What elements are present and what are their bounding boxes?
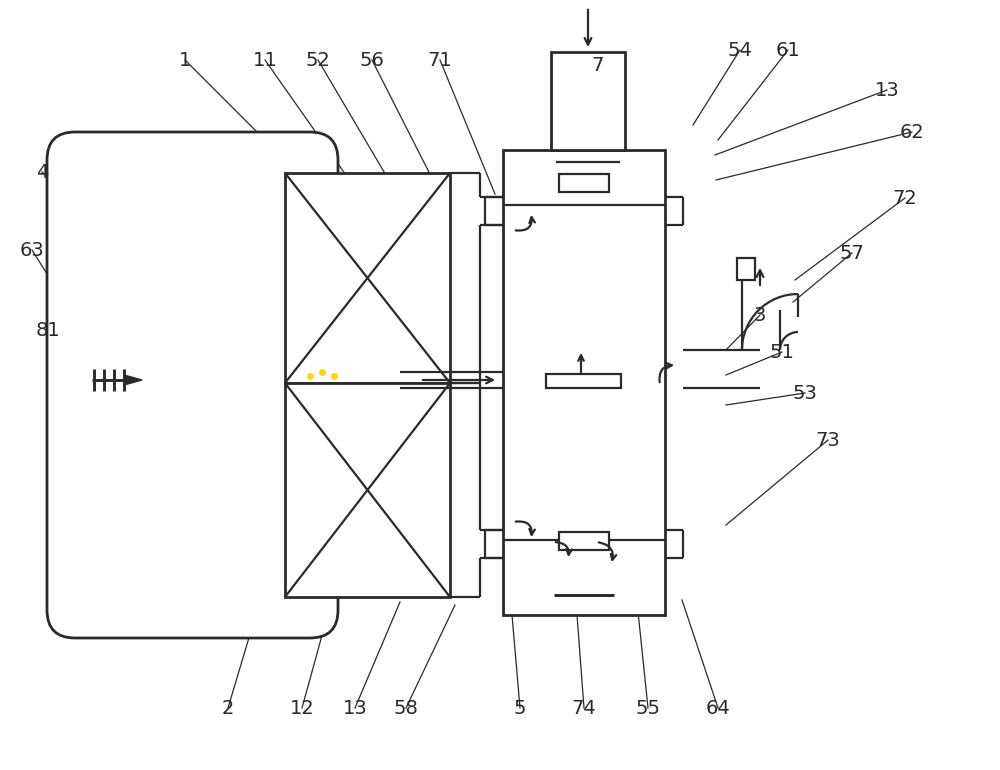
Text: 81: 81 [36,320,60,340]
Text: 2: 2 [222,698,234,718]
Text: 12: 12 [290,698,314,718]
Text: 52: 52 [306,51,330,69]
Text: 63: 63 [20,240,44,259]
Text: 72: 72 [893,189,917,207]
Text: 13: 13 [875,81,899,99]
Bar [551,52,625,150]
Text: 73: 73 [816,430,840,450]
Text: 4: 4 [36,162,48,182]
Bar [559,174,609,192]
Bar [285,383,450,597]
Text: 57: 57 [840,243,864,263]
Text: 71: 71 [428,51,452,69]
Text: 53: 53 [793,383,817,403]
Text: 11: 11 [253,51,277,69]
Bar [503,150,665,615]
Bar [546,374,621,388]
Bar [285,173,450,383]
Text: 5: 5 [514,698,526,718]
Text: 64: 64 [706,698,730,718]
Text: 56: 56 [360,51,384,69]
Text: 7: 7 [592,55,604,75]
Text: 54: 54 [728,41,752,59]
Text: 55: 55 [636,698,660,718]
Text: 3: 3 [754,306,766,324]
FancyBboxPatch shape [47,132,338,638]
Text: 62: 62 [900,122,924,142]
Text: 1: 1 [179,51,191,69]
Text: 61: 61 [776,41,800,59]
Text: 51: 51 [770,343,794,361]
Text: 13: 13 [343,698,367,718]
Text: 58: 58 [394,698,418,718]
Bar [559,532,609,550]
Bar [737,258,755,280]
Polygon shape [124,375,142,385]
Text: 74: 74 [572,698,596,718]
